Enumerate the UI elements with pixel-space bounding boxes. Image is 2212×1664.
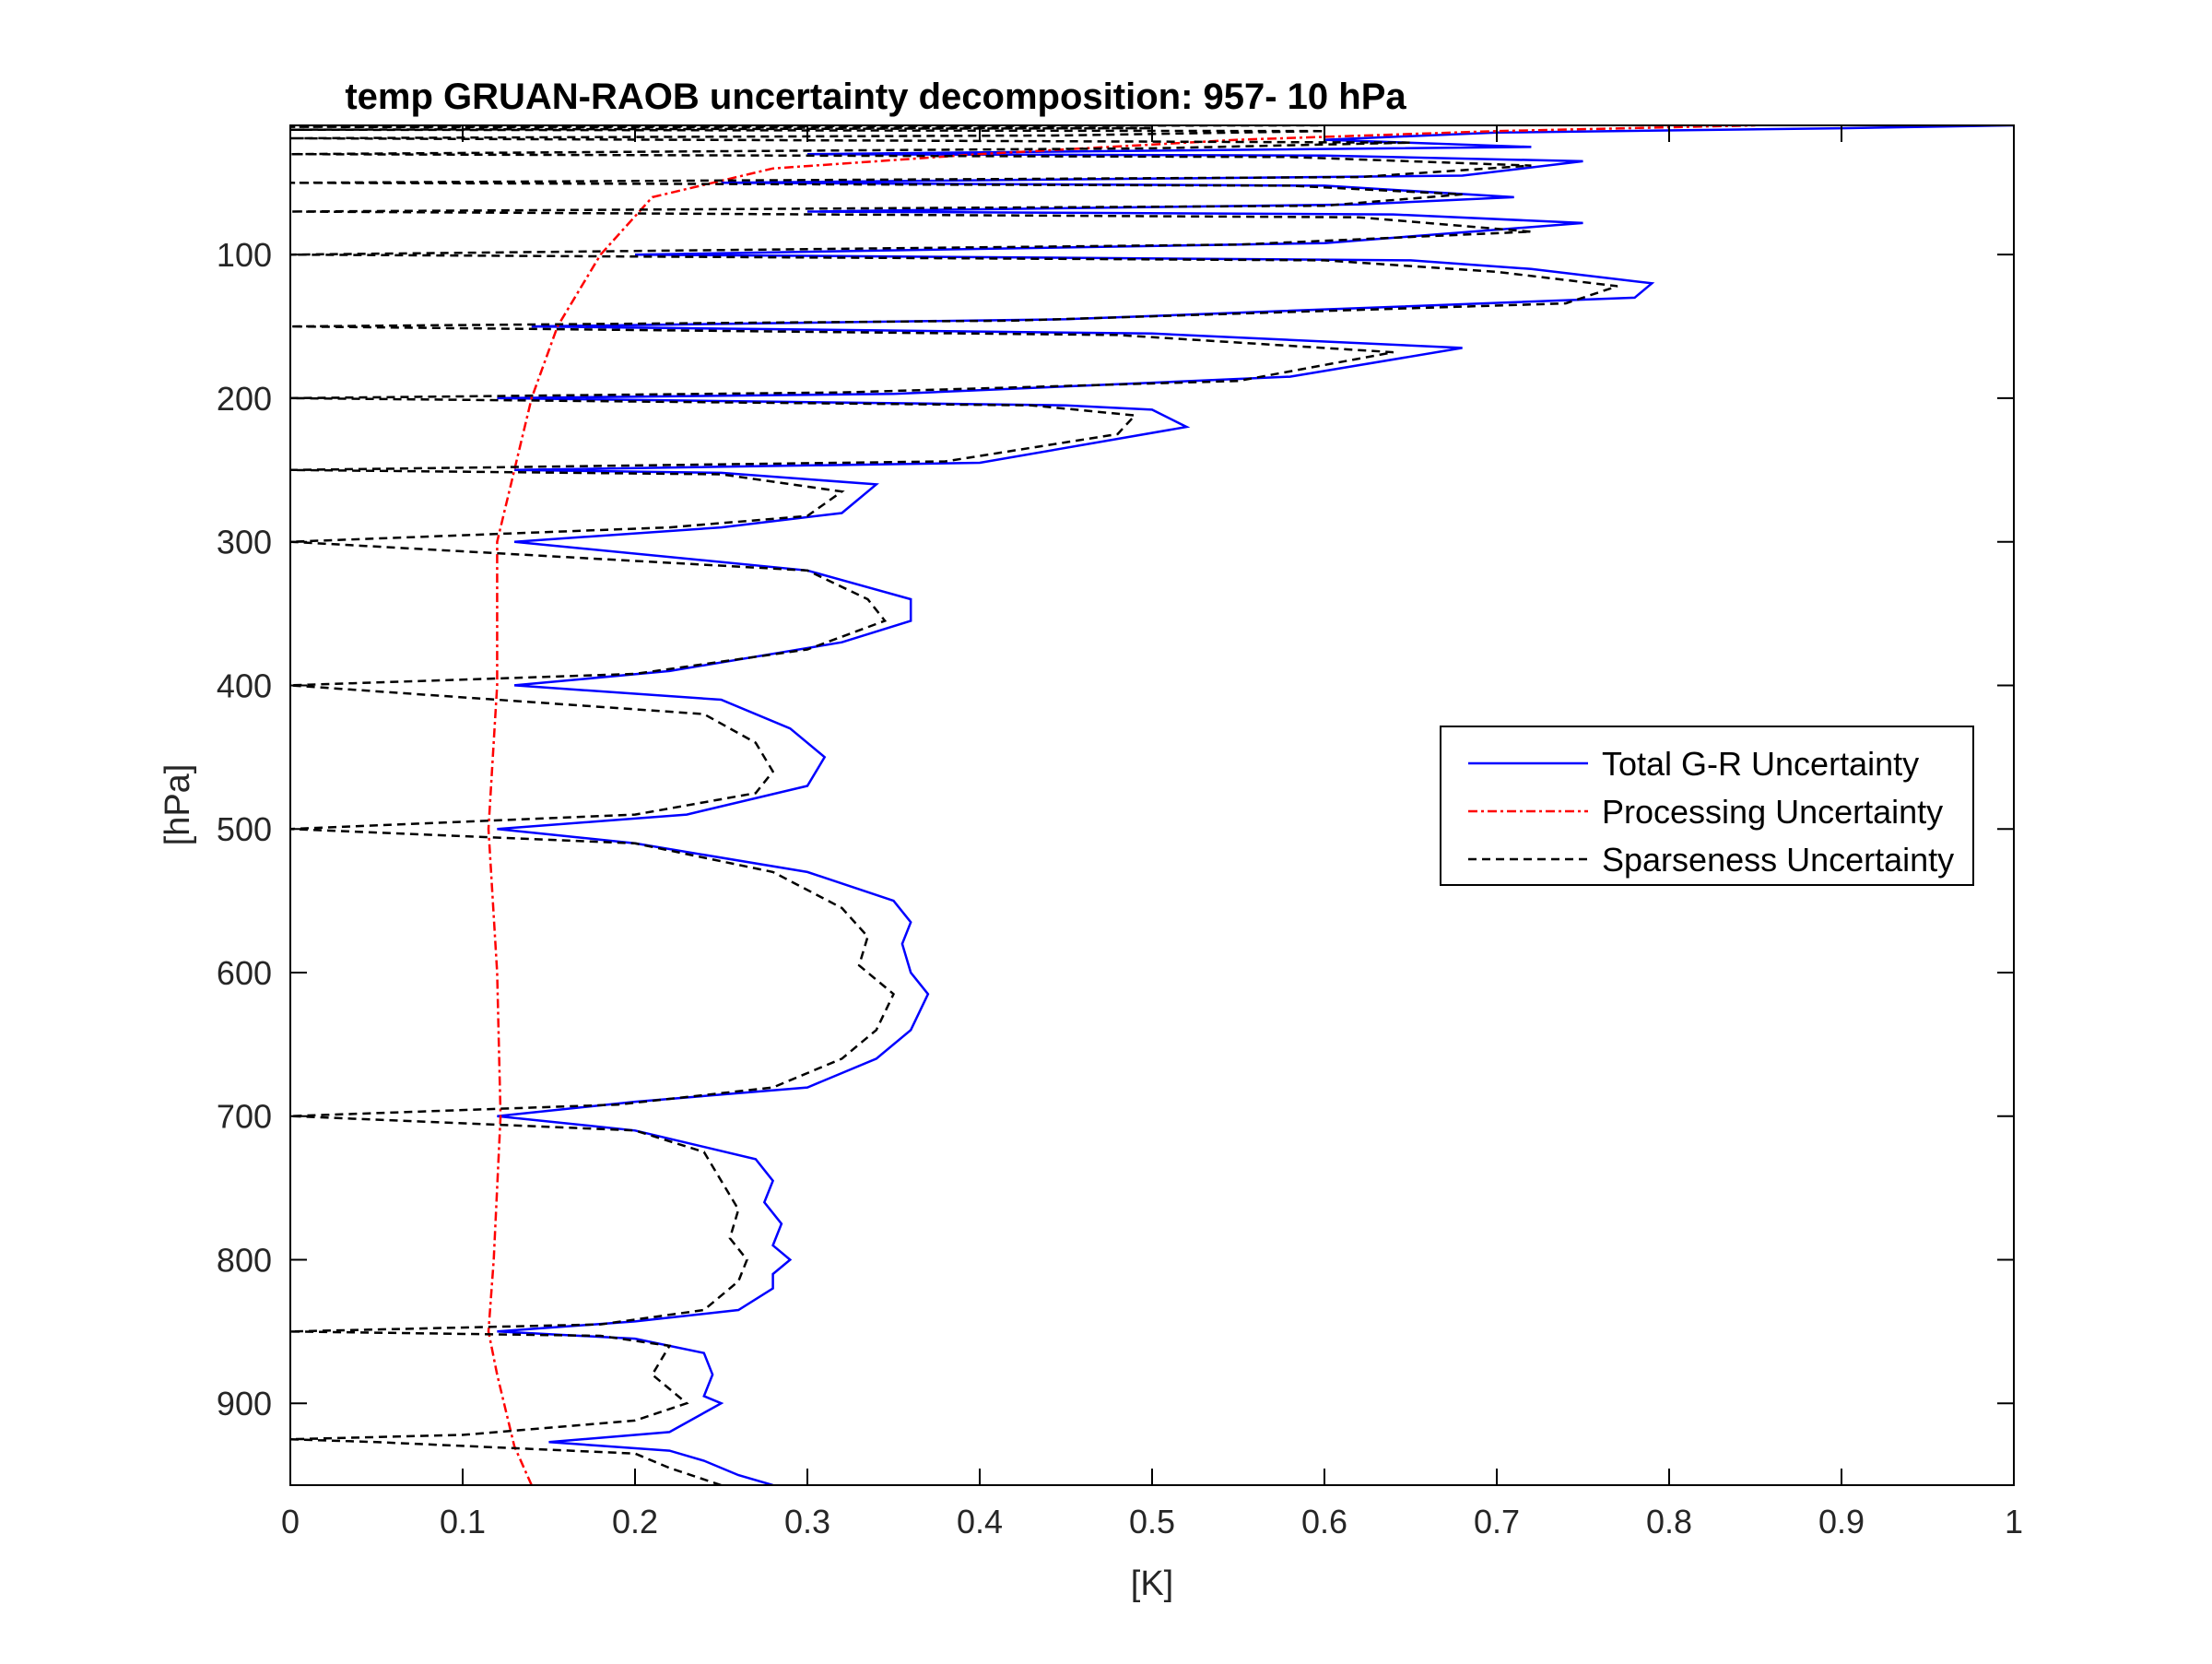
chart-title: temp GRUAN-RAOB uncertainty decompositio… (345, 77, 1406, 117)
y-tick-label: 100 (217, 236, 272, 274)
x-axis-label: [K] (1131, 1564, 1173, 1603)
legend-entries: Total G-R Uncertainty Processing Uncertai… (1468, 745, 1954, 879)
x-tick-label: 0.6 (1301, 1503, 1347, 1540)
y-axis-label: [hPa] (159, 764, 197, 846)
x-tick-label: 0.5 (1129, 1503, 1175, 1540)
series-layer (290, 125, 2014, 1485)
series-line-3 (290, 125, 1618, 1485)
legend-label: Total G-R Uncertainty (1602, 745, 1919, 783)
x-tick-label: 0.8 (1646, 1503, 1692, 1540)
x-tick-label: 0.9 (1818, 1503, 1865, 1540)
x-tick-label: 0.2 (612, 1503, 658, 1540)
x-tick-label: 0 (281, 1503, 300, 1540)
y-tick-label: 900 (217, 1385, 272, 1422)
y-tick-label: 800 (217, 1241, 272, 1279)
y-tick-label: 600 (217, 954, 272, 992)
y-tick-label: 500 (217, 810, 272, 848)
legend-label: Sparseness Uncertainty (1602, 841, 1954, 879)
legend-label: Processing Uncertainty (1602, 793, 1943, 831)
y-tick-label: 200 (217, 380, 272, 418)
x-tick-label: 1 (2005, 1503, 2023, 1540)
legend: Total G-R Uncertainty Processing Uncertai… (1440, 726, 1974, 886)
y-tick-label: 700 (217, 1098, 272, 1136)
x-tick-label: 0.1 (440, 1503, 486, 1540)
y-tick-label: 400 (217, 667, 272, 704)
series-line-2 (487, 125, 1756, 1485)
x-axis: 0 0.1 0.2 0.3 0.4 0.5 0.6 0.7 0.8 0.9 1 (281, 125, 2023, 1540)
y-axis: 100 200 300 400 500 600 700 800 900 (217, 236, 2014, 1422)
x-tick-label: 0.7 (1474, 1503, 1520, 1540)
x-tick-label: 0.4 (957, 1503, 1003, 1540)
x-tick-label: 0.3 (784, 1503, 830, 1540)
y-tick-label: 300 (217, 524, 272, 561)
